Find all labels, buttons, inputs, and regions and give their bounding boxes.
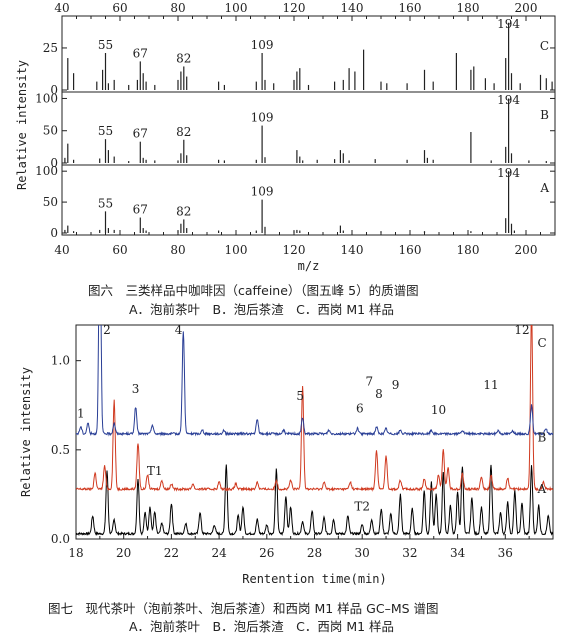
peak-label: 194 xyxy=(497,166,520,180)
peak-label: 194 xyxy=(497,17,520,31)
y-tick-label: 0 xyxy=(50,226,58,240)
x-tick-label: 100 xyxy=(225,243,248,257)
peak-label: 55 xyxy=(98,196,113,210)
figure7-legend: A．泡前茶叶 B．泡后茶渣 C．西岗 M1 样品 xyxy=(129,619,395,634)
peak-number-label: 9 xyxy=(392,378,400,392)
series-label: C xyxy=(537,336,546,350)
peak-label: 82 xyxy=(176,51,191,65)
panel-label: C xyxy=(540,39,549,53)
x-tick-label: 160 xyxy=(399,243,422,257)
y-tick-label: 0 xyxy=(50,83,58,97)
x-tick-label-top: 40 xyxy=(54,1,69,15)
peak-label: 67 xyxy=(133,46,148,60)
peak-label: 109 xyxy=(251,111,274,125)
peak-label: 67 xyxy=(133,203,148,217)
x-tick-label: 22 xyxy=(164,546,179,560)
y-tick-label: 50 xyxy=(43,195,58,209)
x-tick-label-top: 140 xyxy=(341,1,364,15)
mass-spectrum-chart: 40 40 60 60 80 80 100 100 120 120 140 140 160 160 180 1… xyxy=(15,1,556,273)
y-tick-label: 0.5 xyxy=(51,443,70,457)
y-tick-label: 50 xyxy=(43,124,58,138)
peak-number-label: T1 xyxy=(147,464,163,478)
x-tick-label: 34 xyxy=(450,546,466,560)
y-tick-label: 100 xyxy=(35,164,58,178)
y-tick-label: 0.0 xyxy=(51,532,70,546)
x-tick-label: 18 xyxy=(68,546,83,560)
x-tick-label-top: 120 xyxy=(283,1,306,15)
peak-number-label: 3 xyxy=(132,382,140,396)
x-tick-label: 24 xyxy=(211,546,227,560)
series-label: A xyxy=(536,482,546,496)
y-tick-label: 25 xyxy=(43,41,58,55)
y-tick-label: 1.0 xyxy=(51,354,70,368)
peak-number-label: 11 xyxy=(483,378,498,392)
peak-label: 82 xyxy=(176,204,191,218)
chromatogram-trace-b xyxy=(76,325,553,492)
peak-number-label: 6 xyxy=(356,401,364,415)
peak-label: 194 xyxy=(497,93,520,107)
x-axis-label: Rentention time(min) xyxy=(242,572,387,586)
x-tick-label-top: 160 xyxy=(399,1,422,15)
peak-label: 109 xyxy=(251,38,274,52)
peak-number-label: 7 xyxy=(366,375,374,389)
chromatogram-trace-a xyxy=(76,464,553,537)
peak-label: 55 xyxy=(98,38,113,52)
figure6-legend: A．泡前茶叶 B．泡后茶渣 C．西岗 M1 样品 xyxy=(129,302,395,317)
x-tick-label: 80 xyxy=(170,243,185,257)
peak-number-label: 8 xyxy=(375,387,383,401)
gcms-chromatogram-chart: 18 20 22 24 26 28 30 32 34 360.00.51.0Rentention … xyxy=(19,323,554,586)
x-tick-label-top: 60 xyxy=(112,1,127,15)
x-tick-label: 120 xyxy=(283,243,306,257)
x-tick-label: 30 xyxy=(355,546,370,560)
x-tick-label: 140 xyxy=(341,243,364,257)
y-tick-label: 100 xyxy=(35,91,58,105)
peak-label: 55 xyxy=(98,124,113,138)
peak-number-label: 1 xyxy=(77,407,85,421)
peak-number-label: 10 xyxy=(431,403,446,417)
x-tick-label: 180 xyxy=(457,243,480,257)
chromatogram-trace-c xyxy=(76,325,553,437)
peak-number-label: 5 xyxy=(296,389,304,403)
x-tick-label: 36 xyxy=(498,546,513,560)
panel-label: A xyxy=(539,181,549,195)
x-tick-label: 28 xyxy=(307,546,322,560)
panel-label: B xyxy=(540,108,549,122)
peak-number-label: 2 xyxy=(103,323,111,337)
peak-label: 67 xyxy=(133,127,148,141)
x-tick-label-top: 200 xyxy=(515,1,538,15)
x-tick-label-top: 80 xyxy=(170,1,185,15)
x-tick-label: 26 xyxy=(259,546,274,560)
y-tick-label: 0 xyxy=(50,156,58,170)
x-tick-label-top: 100 xyxy=(225,1,248,15)
x-tick-label: 40 xyxy=(54,243,69,257)
peak-label: 109 xyxy=(251,185,274,199)
x-tick-label: 200 xyxy=(515,243,538,257)
x-tick-label-top: 180 xyxy=(457,1,480,15)
x-axis-label: m/z xyxy=(298,259,320,273)
peak-label: 82 xyxy=(176,125,191,139)
x-tick-label: 20 xyxy=(116,546,131,560)
figure7-caption: 图七 现代茶叶（泡前茶叶、泡后茶渣）和西岗 M1 样品 GC–MS 谱图 xyxy=(48,601,439,616)
peak-number-label: T2 xyxy=(354,499,370,513)
peak-number-label: 4 xyxy=(175,323,183,337)
peak-number-label: 12 xyxy=(514,323,529,337)
y-axis-label: Relative intensity xyxy=(19,367,33,497)
y-axis-label: Relative intensity xyxy=(15,60,29,190)
series-label: B xyxy=(537,430,546,444)
x-tick-label: 60 xyxy=(112,243,127,257)
x-tick-label: 32 xyxy=(402,546,417,560)
figure6-caption: 图六 三类样品中咖啡因（caffeine）（图五峰 5）的质谱图 xyxy=(88,283,419,298)
